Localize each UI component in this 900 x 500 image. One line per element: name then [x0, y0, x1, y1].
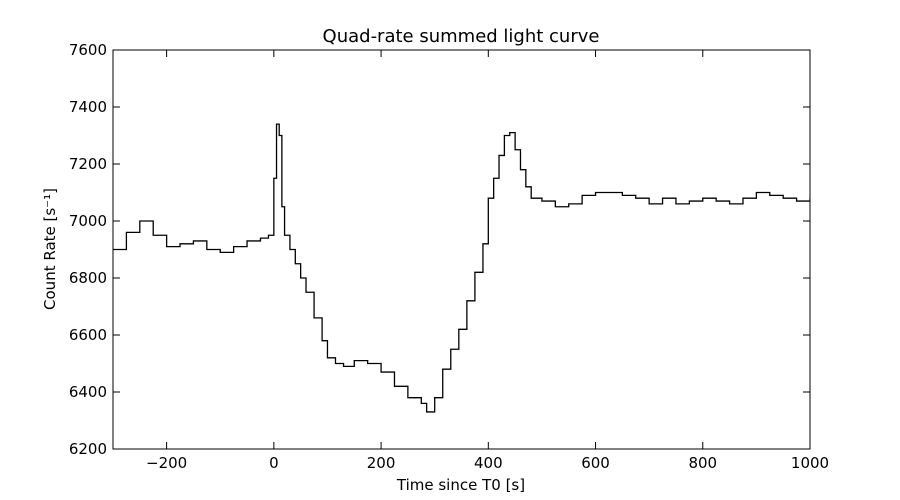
y-axis-label: Count Rate [s⁻¹]: [41, 188, 59, 310]
y-tick-label: 7400: [69, 98, 107, 116]
ticks-layer: −200 0 200 400 600 800 1000 6200 6400 6600 6800 700…: [69, 41, 829, 472]
x-tick-label: 800: [688, 454, 717, 472]
series-line: [113, 123, 810, 413]
y-tick-label: 6400: [69, 383, 107, 401]
x-tick-label: 1000: [791, 454, 829, 472]
x-tick-label: 600: [581, 454, 610, 472]
y-tick-label: 7600: [69, 41, 107, 59]
plot-frame: [112, 49, 811, 450]
x-tick-label: 0: [269, 454, 279, 472]
x-tick-label: −200: [146, 454, 187, 472]
y-tick-label: 6600: [69, 326, 107, 344]
x-tick-label: 200: [367, 454, 396, 472]
data-layer: [113, 123, 810, 413]
x-axis-label: Time since T0 [s]: [396, 476, 525, 494]
y-tick-label: 6800: [69, 269, 107, 287]
x-tick-label: 400: [474, 454, 503, 472]
y-tick-label: 7000: [69, 212, 107, 230]
y-tick-label: 6200: [69, 440, 107, 458]
y-tick-label: 7200: [69, 155, 107, 173]
chart-title: Quad-rate summed light curve: [323, 26, 600, 47]
